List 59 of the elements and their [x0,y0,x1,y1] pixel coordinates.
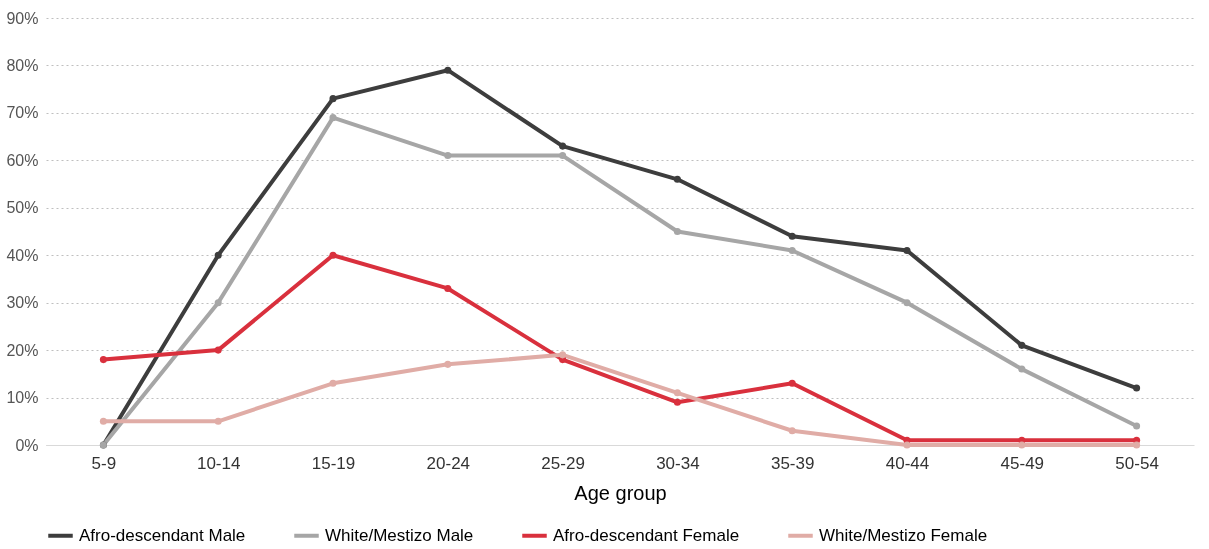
legend-label: Afro-descendant Male [79,525,246,545]
point [559,142,567,150]
y-tick-label: 90% [6,9,39,27]
x-tick-label: 40-44 [885,453,930,473]
point [444,284,452,292]
point [903,246,911,255]
legend-label: White/Mestizo Male [325,525,474,545]
x-tick-label: 5-9 [91,453,117,473]
point [1018,365,1026,373]
y-tick-label: 60% [6,151,39,169]
point [1018,441,1026,449]
point [444,360,452,368]
point [214,346,222,354]
point [1018,341,1026,349]
point [788,379,796,387]
x-tick-label: 50-54 [1115,453,1159,473]
x-tick-label: 25-29 [541,453,585,473]
point [329,95,337,103]
point [673,398,681,406]
point [673,227,681,236]
point [1133,422,1141,430]
x-tick-label: 35-39 [770,453,815,473]
point [559,351,567,359]
point [673,389,681,397]
x-tick-label: 15-19 [311,453,356,473]
x-tick-label: 10-14 [196,453,241,473]
point [1133,441,1141,449]
point [1133,384,1141,392]
point [444,152,452,160]
point [99,417,107,425]
point [559,152,567,160]
y-tick-label: 80% [6,56,39,74]
point [788,246,796,255]
point [99,356,107,364]
y-tick-label: 0% [15,436,39,454]
point [673,175,681,183]
point [214,417,222,425]
point [329,251,337,259]
legend-label: Afro-descendant Female [553,525,740,545]
point [214,251,222,259]
y-tick-label: 10% [6,389,39,407]
x-tick-label: 30-34 [656,453,700,473]
point [329,114,337,122]
point [444,66,452,74]
y-tick-label: 40% [6,246,39,264]
point [903,299,911,307]
y-tick-label: 50% [6,199,39,217]
point [903,441,911,449]
y-tick-label: 20% [6,341,39,359]
y-tick-label: 70% [6,104,39,122]
x-tick-label: 20-24 [426,453,471,473]
x-tick-label: 45-49 [1000,453,1045,473]
point [329,379,337,387]
point [214,299,222,307]
legend-label: White/Mestizo Female [819,525,988,545]
point [788,427,796,435]
y-tick-label: 30% [6,294,39,312]
x-axis-title: Age group [574,481,667,504]
point [788,232,796,240]
